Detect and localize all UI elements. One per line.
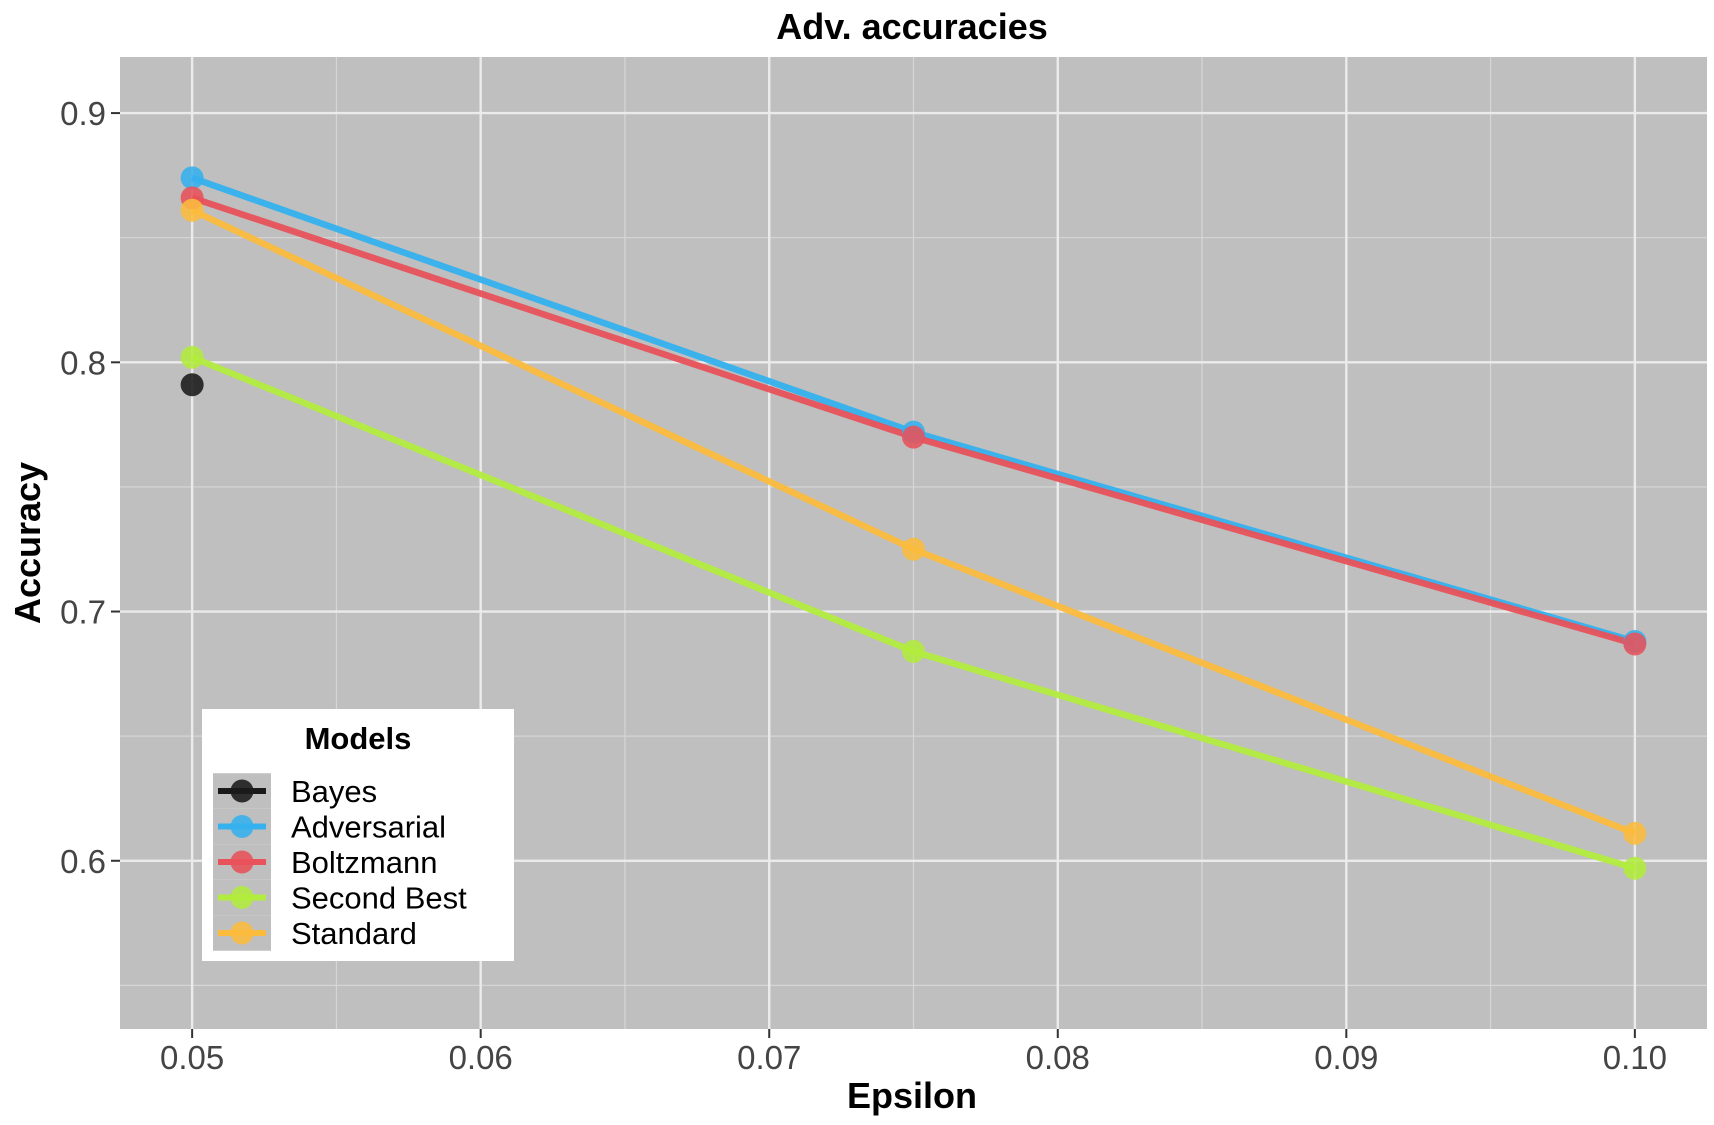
legend-title: Models [305,721,412,756]
y-axis-title: Accuracy [7,462,48,624]
x-tick-label: 0.06 [449,1039,513,1076]
data-point-standard [1623,821,1647,845]
x-tick-labels: 0.05 0.06 0.07 0.08 0.09 0.10 [160,1039,1667,1076]
data-point-second-best [180,345,204,369]
legend-label-boltzmann: Boltzmann [291,845,437,880]
y-tick-label: 0.9 [60,95,106,132]
legend-key-point-boltzmann [230,850,254,874]
data-point-boltzmann [1623,632,1647,656]
y-tick-labels: 0.6 0.7 0.8 0.9 [60,95,106,880]
chart-title: Adv. accuracies [776,6,1048,47]
axis-ticks [111,112,1636,1038]
y-tick-label: 0.6 [60,843,106,880]
x-axis-title: Epsilon [847,1075,977,1116]
x-tick-label: 0.07 [737,1039,801,1076]
legend-label-bayes: Bayes [291,774,377,809]
legend-key-point-second-best [230,886,254,909]
data-point-standard [180,198,204,222]
y-tick-label: 0.8 [60,344,106,381]
legend-label-standard: Standard [291,916,417,951]
x-tick-label: 0.10 [1603,1039,1667,1076]
legend-key-point-bayes [230,779,254,803]
x-tick-label: 0.05 [160,1039,224,1076]
data-point-second-best [1623,856,1647,880]
legend-label-adversarial: Adversarial [291,810,446,845]
x-tick-label: 0.08 [1026,1039,1090,1076]
data-point-second-best [902,639,925,663]
data-point-adversarial [180,166,204,190]
legend-key-point-adversarial [230,815,254,838]
data-point-bayes [180,373,204,397]
legend-label-second-best: Second Best [291,881,467,916]
y-tick-label: 0.7 [60,594,106,631]
data-point-standard [902,537,925,561]
legend-key-point-standard [230,921,254,945]
x-tick-label: 0.09 [1314,1039,1378,1076]
series-points [180,166,1647,880]
data-point-boltzmann [902,425,925,449]
